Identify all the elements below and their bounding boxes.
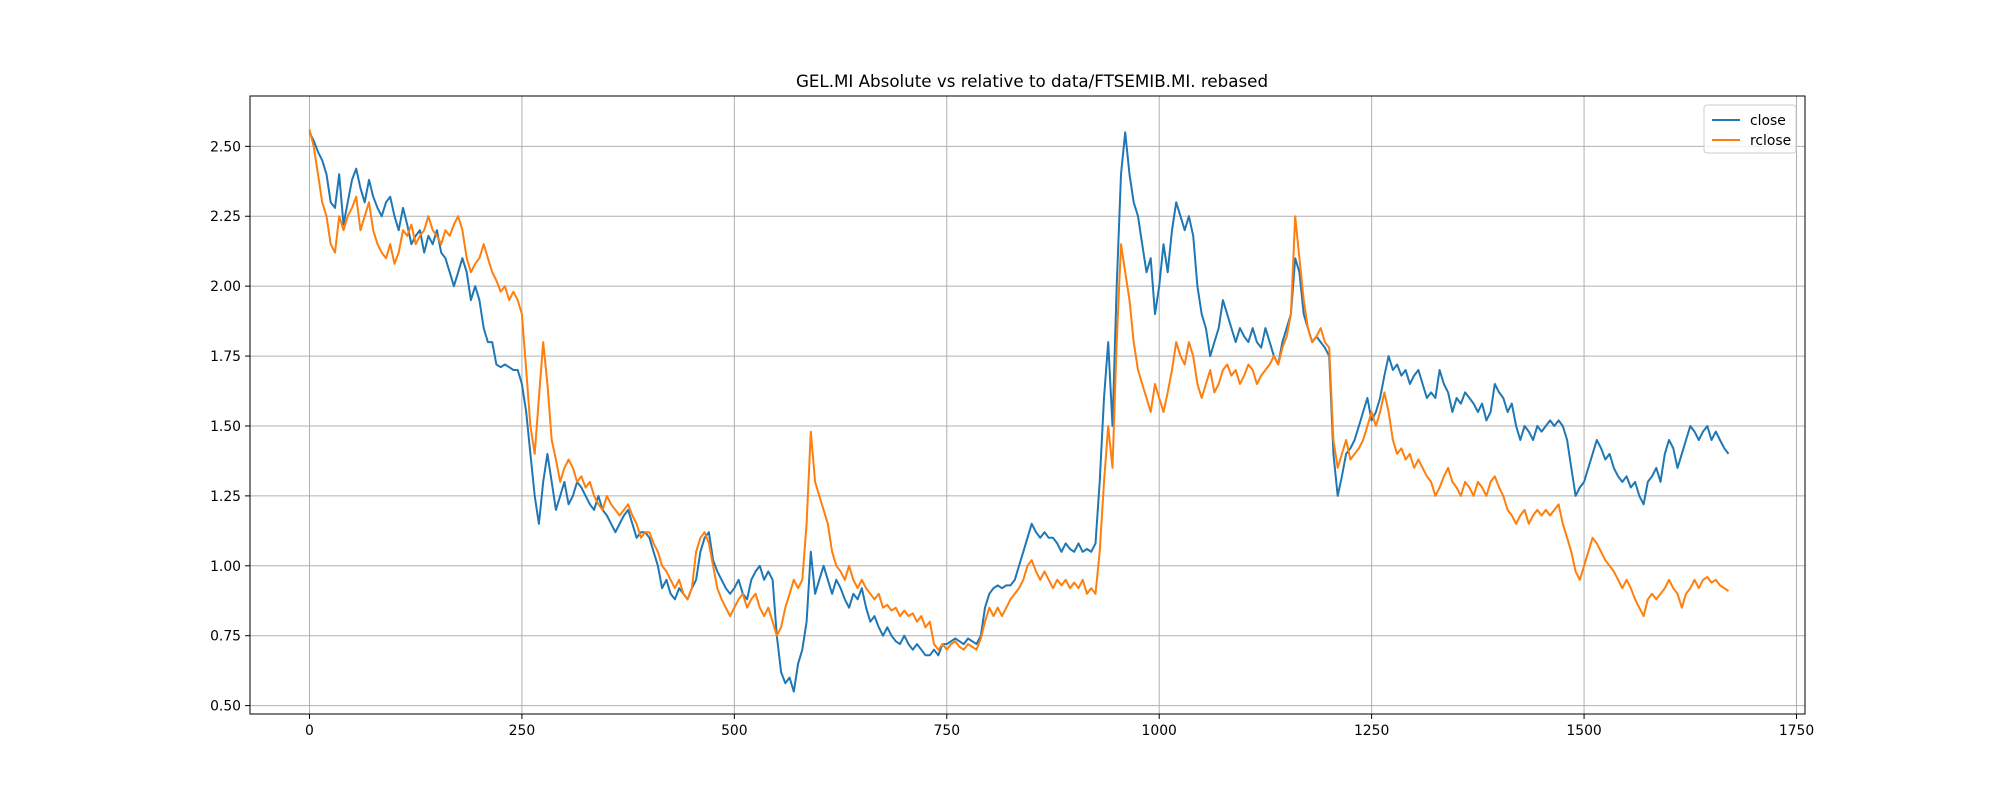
series-line-rclose (308, 129, 1730, 651)
y-tick-label: 2.00 (210, 279, 241, 295)
plot-frame (249, 95, 1806, 715)
x-tick-label: 750 (934, 723, 961, 739)
y-tick-label: 1.25 (210, 489, 241, 505)
x-tick-label: 250 (509, 723, 536, 739)
y-tick-label: 0.75 (210, 629, 241, 645)
y-tick-label: 2.25 (210, 209, 241, 225)
y-tick-label: 1.75 (210, 349, 241, 365)
x-tick-label: 1500 (1566, 723, 1601, 739)
series-lines (308, 129, 1730, 693)
chart-title: GEL.MI Absolute vs relative to data/FTSE… (796, 71, 1268, 91)
y-tick-label: 0.50 (210, 699, 241, 715)
x-tick-label: 1750 (1779, 723, 1814, 739)
legend-label-rclose: rclose (1750, 133, 1791, 149)
y-tick-label: 2.50 (210, 139, 241, 155)
axis-ticks: 0 250 500 750 1000 1250 1500 1750 0.50 0.75 1.00 1.… (210, 139, 1814, 739)
y-tick-label: 1.50 (210, 419, 241, 435)
x-tick-label: 1000 (1142, 723, 1177, 739)
series-line-close (308, 131, 1730, 693)
legend-label-close: close (1750, 113, 1786, 129)
x-tick-label: 500 (721, 723, 748, 739)
y-tick-label: 1.00 (210, 559, 241, 575)
legend: close rclose (1703, 104, 1797, 154)
x-tick-label: 0 (305, 723, 314, 739)
x-tick-label: 1250 (1354, 723, 1389, 739)
